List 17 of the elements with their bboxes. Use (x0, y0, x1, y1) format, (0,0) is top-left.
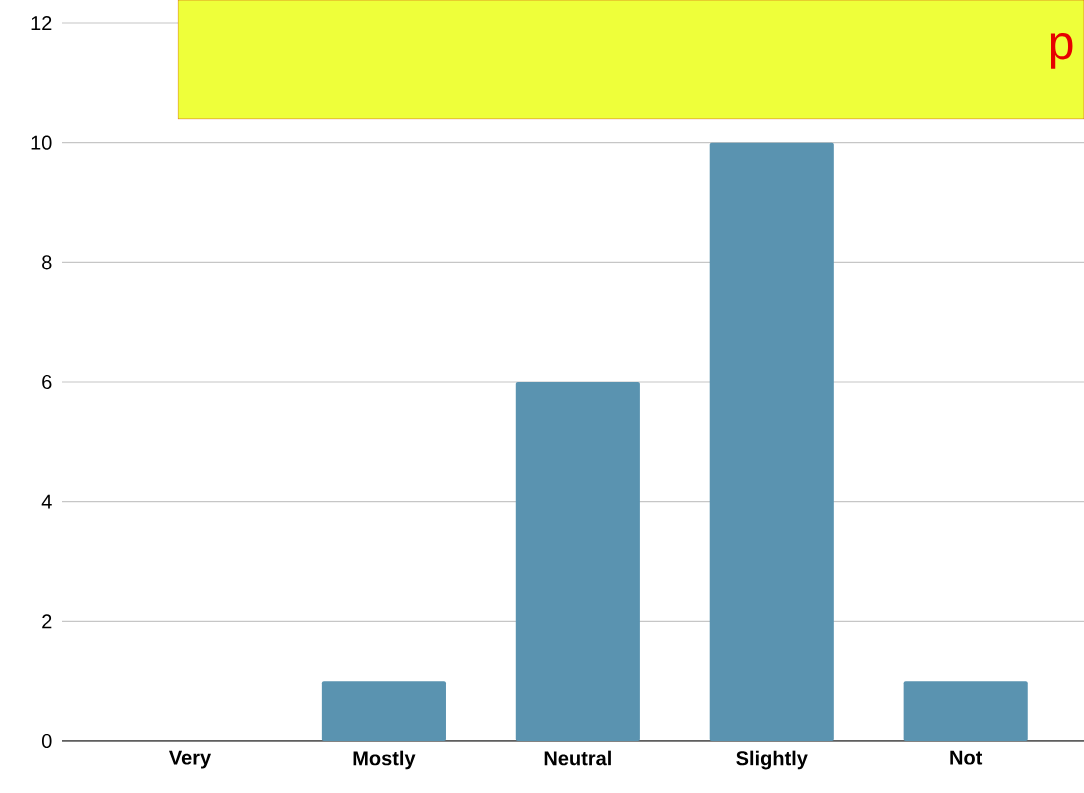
y-tick-label: 12 (31, 16, 52, 30)
y-tick-label: 0 (42, 733, 52, 749)
x-tick-label: Mostly (353, 750, 416, 770)
y-tick-label: 2 (42, 614, 52, 629)
bar (903, 681, 1028, 741)
annotation: p (1050, 33, 1073, 69)
y-tick-label: 10 (31, 135, 52, 150)
x-tick-label: Very (169, 750, 212, 769)
bar (515, 382, 640, 741)
x-tick-label: Not (950, 750, 983, 765)
bar (709, 142, 834, 741)
y-tick-label: 6 (42, 374, 52, 390)
y-tick-label: 8 (42, 255, 52, 270)
bar (321, 681, 446, 741)
x-tick-label: Neutral (544, 750, 611, 766)
y-tick-label: 4 (41, 494, 52, 509)
x-tick-label: Slightly (736, 750, 808, 770)
